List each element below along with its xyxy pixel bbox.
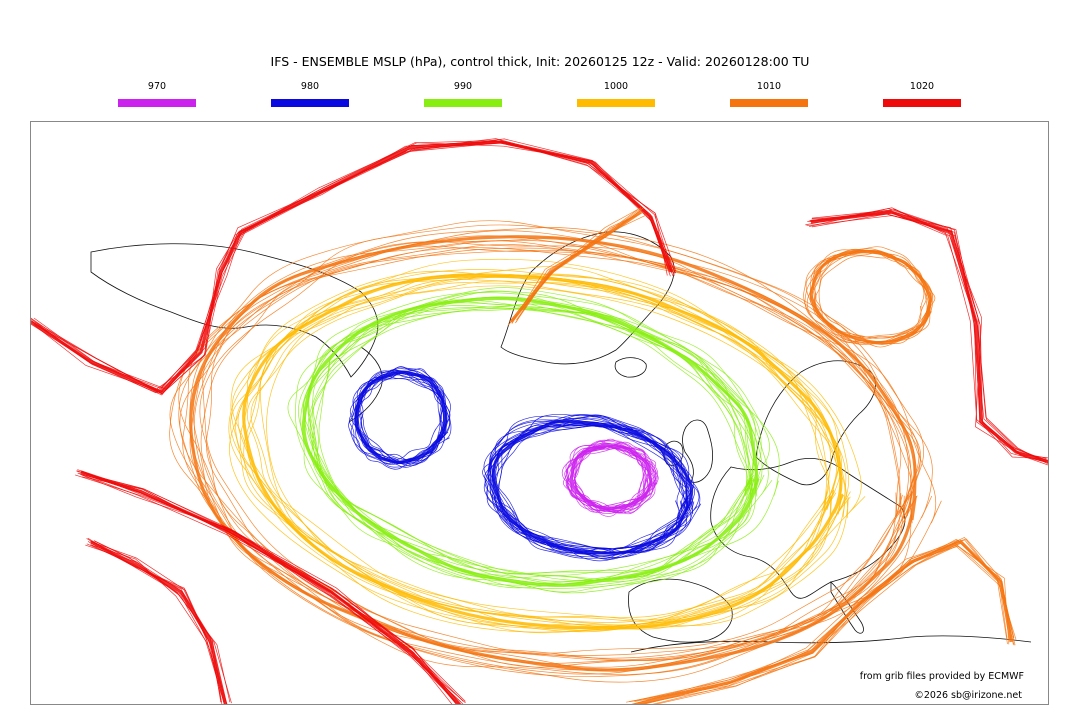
isobar-1010-greenland [514,207,642,324]
isobar-1020-east-control [810,210,1048,464]
isobar-1000-control [242,274,845,630]
isobar-1020-north-control [31,140,673,394]
isobar-1020-southwest [86,473,464,704]
labrador-coast [348,346,383,423]
isobar-1020-south [85,544,228,704]
legend-label: 980 [300,81,320,92]
chart-title: IFS - ENSEMBLE MSLP (hPa), control thick… [270,54,810,69]
isobar-1000 [250,276,828,627]
legend-swatch [883,99,961,107]
isobar-990 [308,297,756,585]
isobar-980-main [484,425,690,557]
canada-coast [90,243,379,378]
isobar-1000 [266,266,834,634]
isobar-1000 [235,273,837,626]
legend-item-980: 980 [271,80,349,107]
isobar-1000 [259,258,835,630]
isobar-990 [307,296,765,576]
legend-swatch [118,99,196,107]
isobar-1020-south [87,538,226,703]
legend-swatch [271,99,349,107]
isobar-1020-southwest [81,476,461,703]
isobar-1020-north [33,142,671,390]
isobar-contours [31,138,1048,704]
isobar-1010 [192,237,921,677]
isobar-970 [574,443,658,510]
isobar-1010-north [813,249,933,344]
isobar-990-control [301,296,760,587]
legend-item-1000: 1000 [577,80,655,107]
isobar-1010-control [189,235,917,672]
legend-label: 1020 [909,81,935,92]
isobar-1020-south [94,540,222,703]
isobar-1020-south [87,541,225,704]
isobar-970 [561,442,647,509]
legend-item-1020: 1020 [883,80,961,107]
isobar-970 [573,444,656,513]
isobar-1020-south [91,544,225,704]
pressure-map [31,138,1048,704]
isobar-1010 [178,245,922,656]
isobar-1020-south [90,540,227,704]
isobar-970 [574,446,655,515]
isobar-970-control [569,443,653,510]
iceland-coast [614,357,647,378]
isobar-1020-southwest [76,470,457,704]
africa-coast [630,635,1032,653]
isobar-980-west-control [354,370,447,465]
isobar-1010 [169,235,933,661]
isobar-1010-greenland-control [509,210,642,323]
isobar-1010 [189,224,910,683]
isobar-990 [295,287,773,589]
credit-copyright: ©2026 sb@irizone.net [912,690,1024,701]
legend-label: 1000 [603,81,629,92]
isobar-990 [307,300,752,587]
legend-item-1010: 1010 [730,80,808,107]
legend-swatch [577,99,655,107]
isobar-990 [318,291,754,587]
isobar-1020-southwest [79,473,457,704]
isobar-1020-south [93,540,232,704]
britain-coast [682,419,714,483]
isobar-1010-south-control [632,540,1013,704]
isobar-1020-south [90,544,222,703]
isobar-980-main-control [491,419,694,555]
isobar-1020-south-control [90,540,228,704]
legend-label: 1010 [756,81,782,92]
isobar-1010-north [815,255,934,348]
isobar-1020-south [86,543,231,703]
legend-label: 970 [147,81,167,92]
credit-source: from grib files provided by ECMWF [857,671,1026,682]
isobar-1000 [246,279,832,623]
isobar-1020-southwest-control [80,470,462,704]
isobar-1010 [199,241,903,664]
legend-item-970: 970 [118,80,196,107]
isobar-1020-east [811,209,1046,463]
europe-coast [710,458,906,599]
isobar-1010 [169,247,942,668]
isobar-1010-north-control [809,249,932,345]
isobar-1010 [202,243,902,661]
iberia-coast [628,578,733,643]
isobar-1010 [182,220,918,675]
legend-item-990: 990 [424,80,502,107]
legend-swatch [730,99,808,107]
legend-label: 990 [453,81,473,92]
isobar-1000 [239,274,851,621]
legend-swatch [424,99,502,107]
map-panel [30,121,1049,705]
isobar-1020-south [86,538,223,704]
